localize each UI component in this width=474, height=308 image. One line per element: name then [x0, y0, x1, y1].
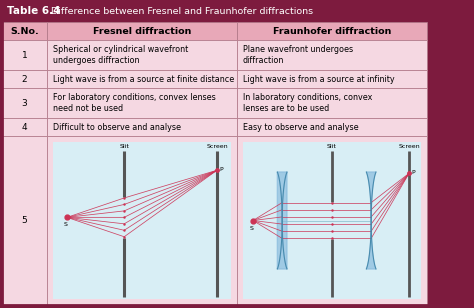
Text: Fresnel diffraction: Fresnel diffraction: [93, 26, 191, 35]
Bar: [237, 118, 427, 136]
Bar: [2, 70, 47, 88]
Bar: [47, 40, 237, 70]
Text: For laboratory conditions, convex lenses
need not be used: For laboratory conditions, convex lenses…: [53, 93, 216, 113]
Polygon shape: [277, 172, 287, 269]
Text: S: S: [64, 222, 68, 227]
Bar: [47, 22, 237, 40]
Bar: [47, 118, 237, 136]
Bar: [243, 142, 421, 299]
Text: Slit: Slit: [327, 144, 337, 149]
Bar: [237, 88, 427, 118]
Bar: [47, 70, 237, 88]
Bar: [47, 88, 237, 118]
Text: Spherical or cylindrical wavefront
undergoes diffraction: Spherical or cylindrical wavefront under…: [53, 45, 188, 65]
Text: Light wave is from a source at infinity: Light wave is from a source at infinity: [243, 75, 395, 83]
Text: Fraunhofer diffraction: Fraunhofer diffraction: [273, 26, 391, 35]
Text: Screen: Screen: [206, 144, 228, 149]
Bar: [47, 136, 237, 305]
Polygon shape: [366, 172, 376, 269]
Bar: [237, 22, 427, 40]
Bar: [237, 70, 427, 88]
Text: Plane wavefront undergoes
diffraction: Plane wavefront undergoes diffraction: [243, 45, 353, 65]
Text: S: S: [250, 225, 254, 230]
Text: Difference between Fresnel and Fraunhofer diffractions: Difference between Fresnel and Fraunhofe…: [45, 6, 313, 15]
Bar: [2, 118, 47, 136]
Text: 4: 4: [22, 123, 27, 132]
Text: Difficult to observe and analyse: Difficult to observe and analyse: [53, 123, 181, 132]
Text: Screen: Screen: [398, 144, 420, 149]
Text: P: P: [411, 170, 415, 175]
Polygon shape: [282, 172, 287, 269]
Text: 2: 2: [22, 75, 27, 83]
Text: Light wave is from a source at finite distance: Light wave is from a source at finite di…: [53, 75, 234, 83]
Text: S.No.: S.No.: [10, 26, 39, 35]
Text: 1: 1: [22, 51, 27, 59]
Bar: [2, 88, 47, 118]
Bar: [237, 136, 427, 305]
Text: Easy to observe and analyse: Easy to observe and analyse: [243, 123, 359, 132]
Bar: [2, 40, 47, 70]
Text: P: P: [219, 167, 223, 172]
Text: Slit: Slit: [119, 144, 129, 149]
Bar: [2, 136, 47, 305]
Text: 5: 5: [22, 216, 27, 225]
Text: 3: 3: [22, 99, 27, 107]
Text: In laboratory conditions, convex
lenses are to be used: In laboratory conditions, convex lenses …: [243, 93, 373, 113]
Bar: [2, 0, 472, 22]
Polygon shape: [277, 172, 282, 269]
Text: Table 6.4: Table 6.4: [7, 6, 61, 16]
Bar: [237, 40, 427, 70]
Bar: [2, 22, 47, 40]
Bar: [53, 142, 231, 299]
